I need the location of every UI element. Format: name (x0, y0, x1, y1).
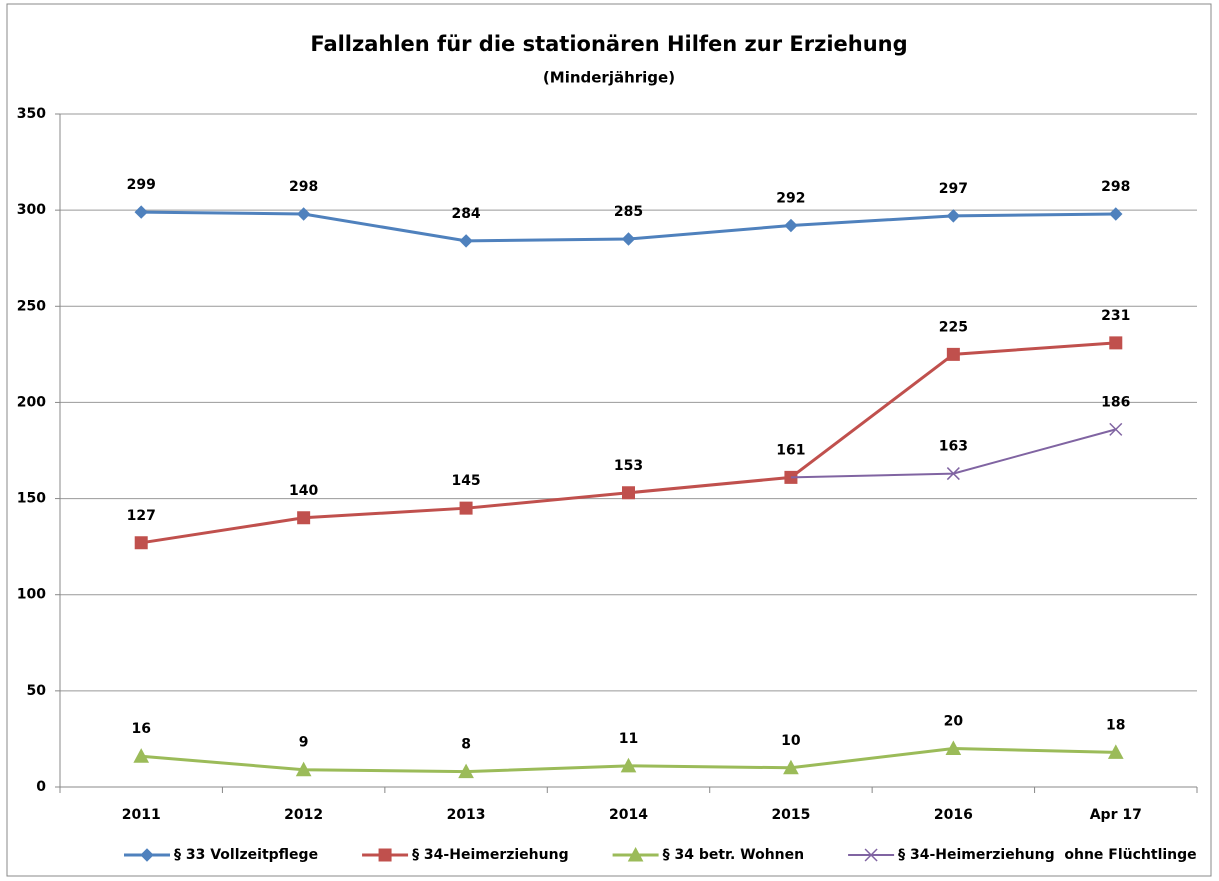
y-tick-label: 150 (17, 491, 46, 507)
data-label: 18 (1106, 717, 1125, 733)
y-tick-label: 200 (17, 394, 46, 410)
x-tick-label: 2012 (284, 807, 323, 823)
legend-marker (627, 846, 644, 862)
data-label: 299 (127, 177, 156, 193)
data-label: 298 (1101, 179, 1130, 195)
legend-label: § 33 Vollzeitpflege (174, 847, 318, 863)
marker (296, 207, 311, 221)
legend-marker (140, 848, 154, 862)
x-tick-label: 2011 (122, 807, 161, 823)
data-label: 9 (299, 735, 309, 751)
chart-frame (6, 3, 1212, 877)
y-tick-label: 100 (17, 587, 46, 603)
y-tick-label: 50 (27, 683, 47, 699)
data-label: 292 (776, 191, 805, 207)
marker (1107, 744, 1124, 759)
marker (622, 486, 635, 500)
data-label: 231 (1101, 308, 1130, 324)
data-label: 145 (451, 473, 480, 489)
y-tick-label: 300 (17, 202, 46, 218)
legend-label: § 34-Heimerziehung ohne Flüchtlinge (898, 847, 1197, 863)
data-label: 284 (451, 206, 480, 222)
y-tick-label: 350 (17, 106, 46, 122)
data-label: 225 (939, 319, 968, 335)
marker (459, 501, 473, 515)
data-label: 163 (939, 439, 968, 455)
x-tick-label: 2015 (771, 807, 810, 823)
legend-label: § 34-Heimerziehung (412, 847, 569, 863)
marker (459, 234, 473, 248)
marker (784, 218, 798, 233)
legend-marker (864, 848, 878, 862)
x-tick-label: 2014 (609, 807, 648, 823)
marker (134, 536, 148, 550)
marker (946, 347, 960, 361)
data-label: 127 (127, 508, 156, 524)
x-tick-label: Apr 17 (1090, 807, 1142, 823)
data-label: 298 (289, 179, 318, 195)
legend-label: § 34 betr. Wohnen (663, 847, 805, 863)
data-label: 16 (131, 721, 150, 737)
marker (134, 205, 148, 219)
marker (620, 757, 637, 773)
marker (1109, 422, 1123, 436)
marker (621, 232, 636, 246)
marker (458, 763, 474, 779)
marker (133, 748, 150, 763)
data-label: 285 (614, 204, 643, 220)
x-tick-label: 2016 (934, 807, 973, 823)
data-label: 297 (939, 181, 968, 197)
data-label: 8 (461, 737, 471, 753)
marker (946, 467, 960, 481)
data-label: 20 (944, 714, 964, 730)
y-tick-label: 250 (17, 298, 46, 314)
x-tick-label: 2013 (447, 807, 486, 823)
chart-title: Fallzahlen für die stationären Hilfen zu… (310, 32, 907, 56)
data-label: 153 (614, 458, 643, 474)
data-label: 140 (289, 483, 318, 499)
marker (946, 209, 961, 223)
marker (295, 761, 312, 777)
data-label: 11 (619, 731, 638, 747)
marker (783, 759, 799, 775)
marker (1109, 336, 1123, 350)
legend-marker (378, 848, 392, 862)
y-tick-label: 0 (36, 779, 46, 795)
data-label: 186 (1101, 394, 1130, 410)
data-label: 10 (781, 733, 801, 749)
chart-subtitle: (Minderjährige) (543, 69, 675, 87)
data-label: 161 (776, 442, 805, 458)
marker (1109, 207, 1123, 221)
marker (297, 511, 311, 525)
marker (945, 740, 962, 756)
